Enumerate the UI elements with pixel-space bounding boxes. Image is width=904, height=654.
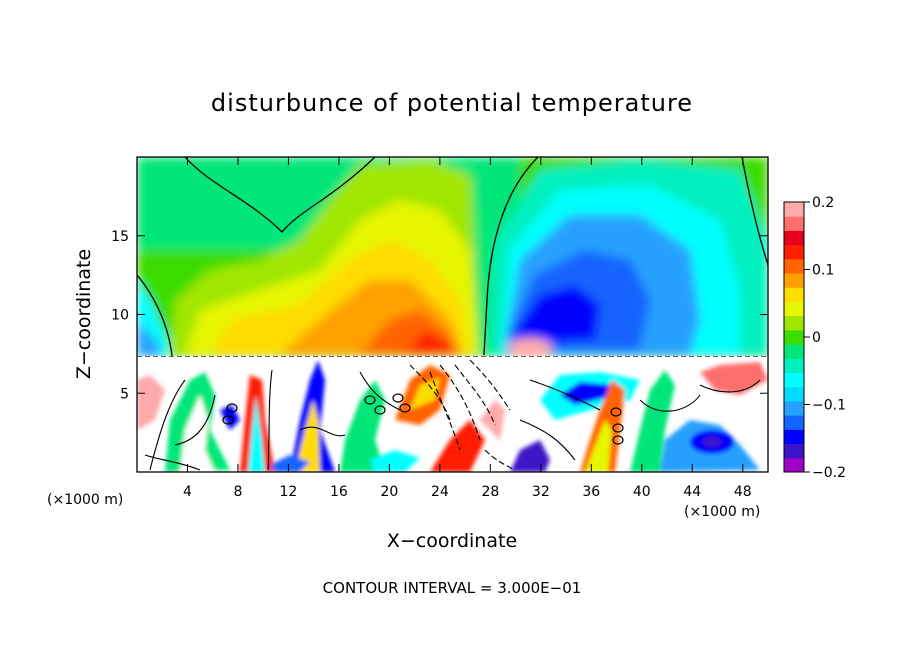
heatmap-field-upper [137, 157, 768, 358]
y-tick-label: 10 [111, 308, 129, 324]
colorbar-swatch [784, 244, 804, 260]
x-tick-label: 40 [633, 484, 651, 500]
x-tick-label: 8 [233, 484, 242, 500]
y-tick-label: 15 [111, 229, 129, 245]
contour-lines-upper [137, 157, 768, 357]
colorbar-swatch [784, 258, 804, 274]
y-axis: 5 10 15 [111, 229, 768, 402]
x-tick-label: 16 [330, 484, 348, 500]
contour-interval-caption: CONTOUR INTERVAL = 3.000E−01 [323, 579, 582, 597]
x-tick-label: 44 [683, 484, 701, 500]
x-axis: 4 8 12 16 20 24 28 32 36 40 44 48 [183, 157, 752, 500]
colorbar-swatch [784, 344, 804, 359]
heatmap-field-lower [137, 356, 768, 472]
colorbar-swatch [784, 372, 804, 388]
chart-title: disturbunce of potential temperature [211, 89, 693, 117]
colorbar-tick-label: 0 [812, 330, 821, 346]
colorbar-swatch [784, 400, 804, 416]
colorbar [784, 202, 804, 473]
colorbar-swatch [784, 457, 804, 473]
y-axis-label: Z−coordinate [73, 249, 95, 379]
colorbar-swatch [784, 287, 804, 302]
x-tick-label: 20 [380, 484, 398, 500]
x-tick-label: 36 [582, 484, 600, 500]
colorbar-swatch [784, 386, 804, 402]
x-tick-label: 32 [532, 484, 550, 500]
contour-circles [222, 356, 624, 445]
colorbar-swatch [784, 216, 804, 231]
x-tick-label: 24 [431, 484, 449, 500]
colorbar-swatch [784, 329, 804, 345]
colorbar-tick-label: 0.1 [812, 263, 834, 279]
colorbar-swatch [784, 429, 804, 445]
x-axis-unit-left: (×1000 m) [47, 492, 123, 508]
colorbar-tick-label: −0.1 [812, 398, 846, 414]
x-axis-unit-right: (×1000 m) [684, 504, 760, 520]
colorbar-swatch [784, 230, 804, 246]
x-axis-label: X−coordinate [387, 530, 517, 552]
colorbar-swatch [784, 443, 804, 459]
colorbar-swatch [784, 202, 804, 217]
x-tick-label: 4 [183, 484, 192, 500]
colorbar-tick-label: 0.2 [812, 195, 834, 211]
y-tick-label: 5 [120, 386, 129, 402]
x-tick-label: 12 [280, 484, 298, 500]
colorbar-swatch [784, 315, 804, 331]
x-tick-label: 48 [734, 484, 752, 500]
colorbar-swatch [784, 301, 804, 317]
x-tick-label: 28 [481, 484, 499, 500]
contour-lines-dashed [409, 359, 516, 471]
colorbar-swatch [784, 415, 804, 430]
colorbar-tick-label: −0.2 [812, 465, 846, 481]
colorbar-labels: 0.2 0.1 0 −0.1 −0.2 [804, 195, 846, 481]
colorbar-swatch [784, 273, 804, 288]
contour-lines-lower [144, 369, 761, 471]
colorbar-swatch [784, 358, 804, 374]
plot-area [137, 157, 768, 472]
